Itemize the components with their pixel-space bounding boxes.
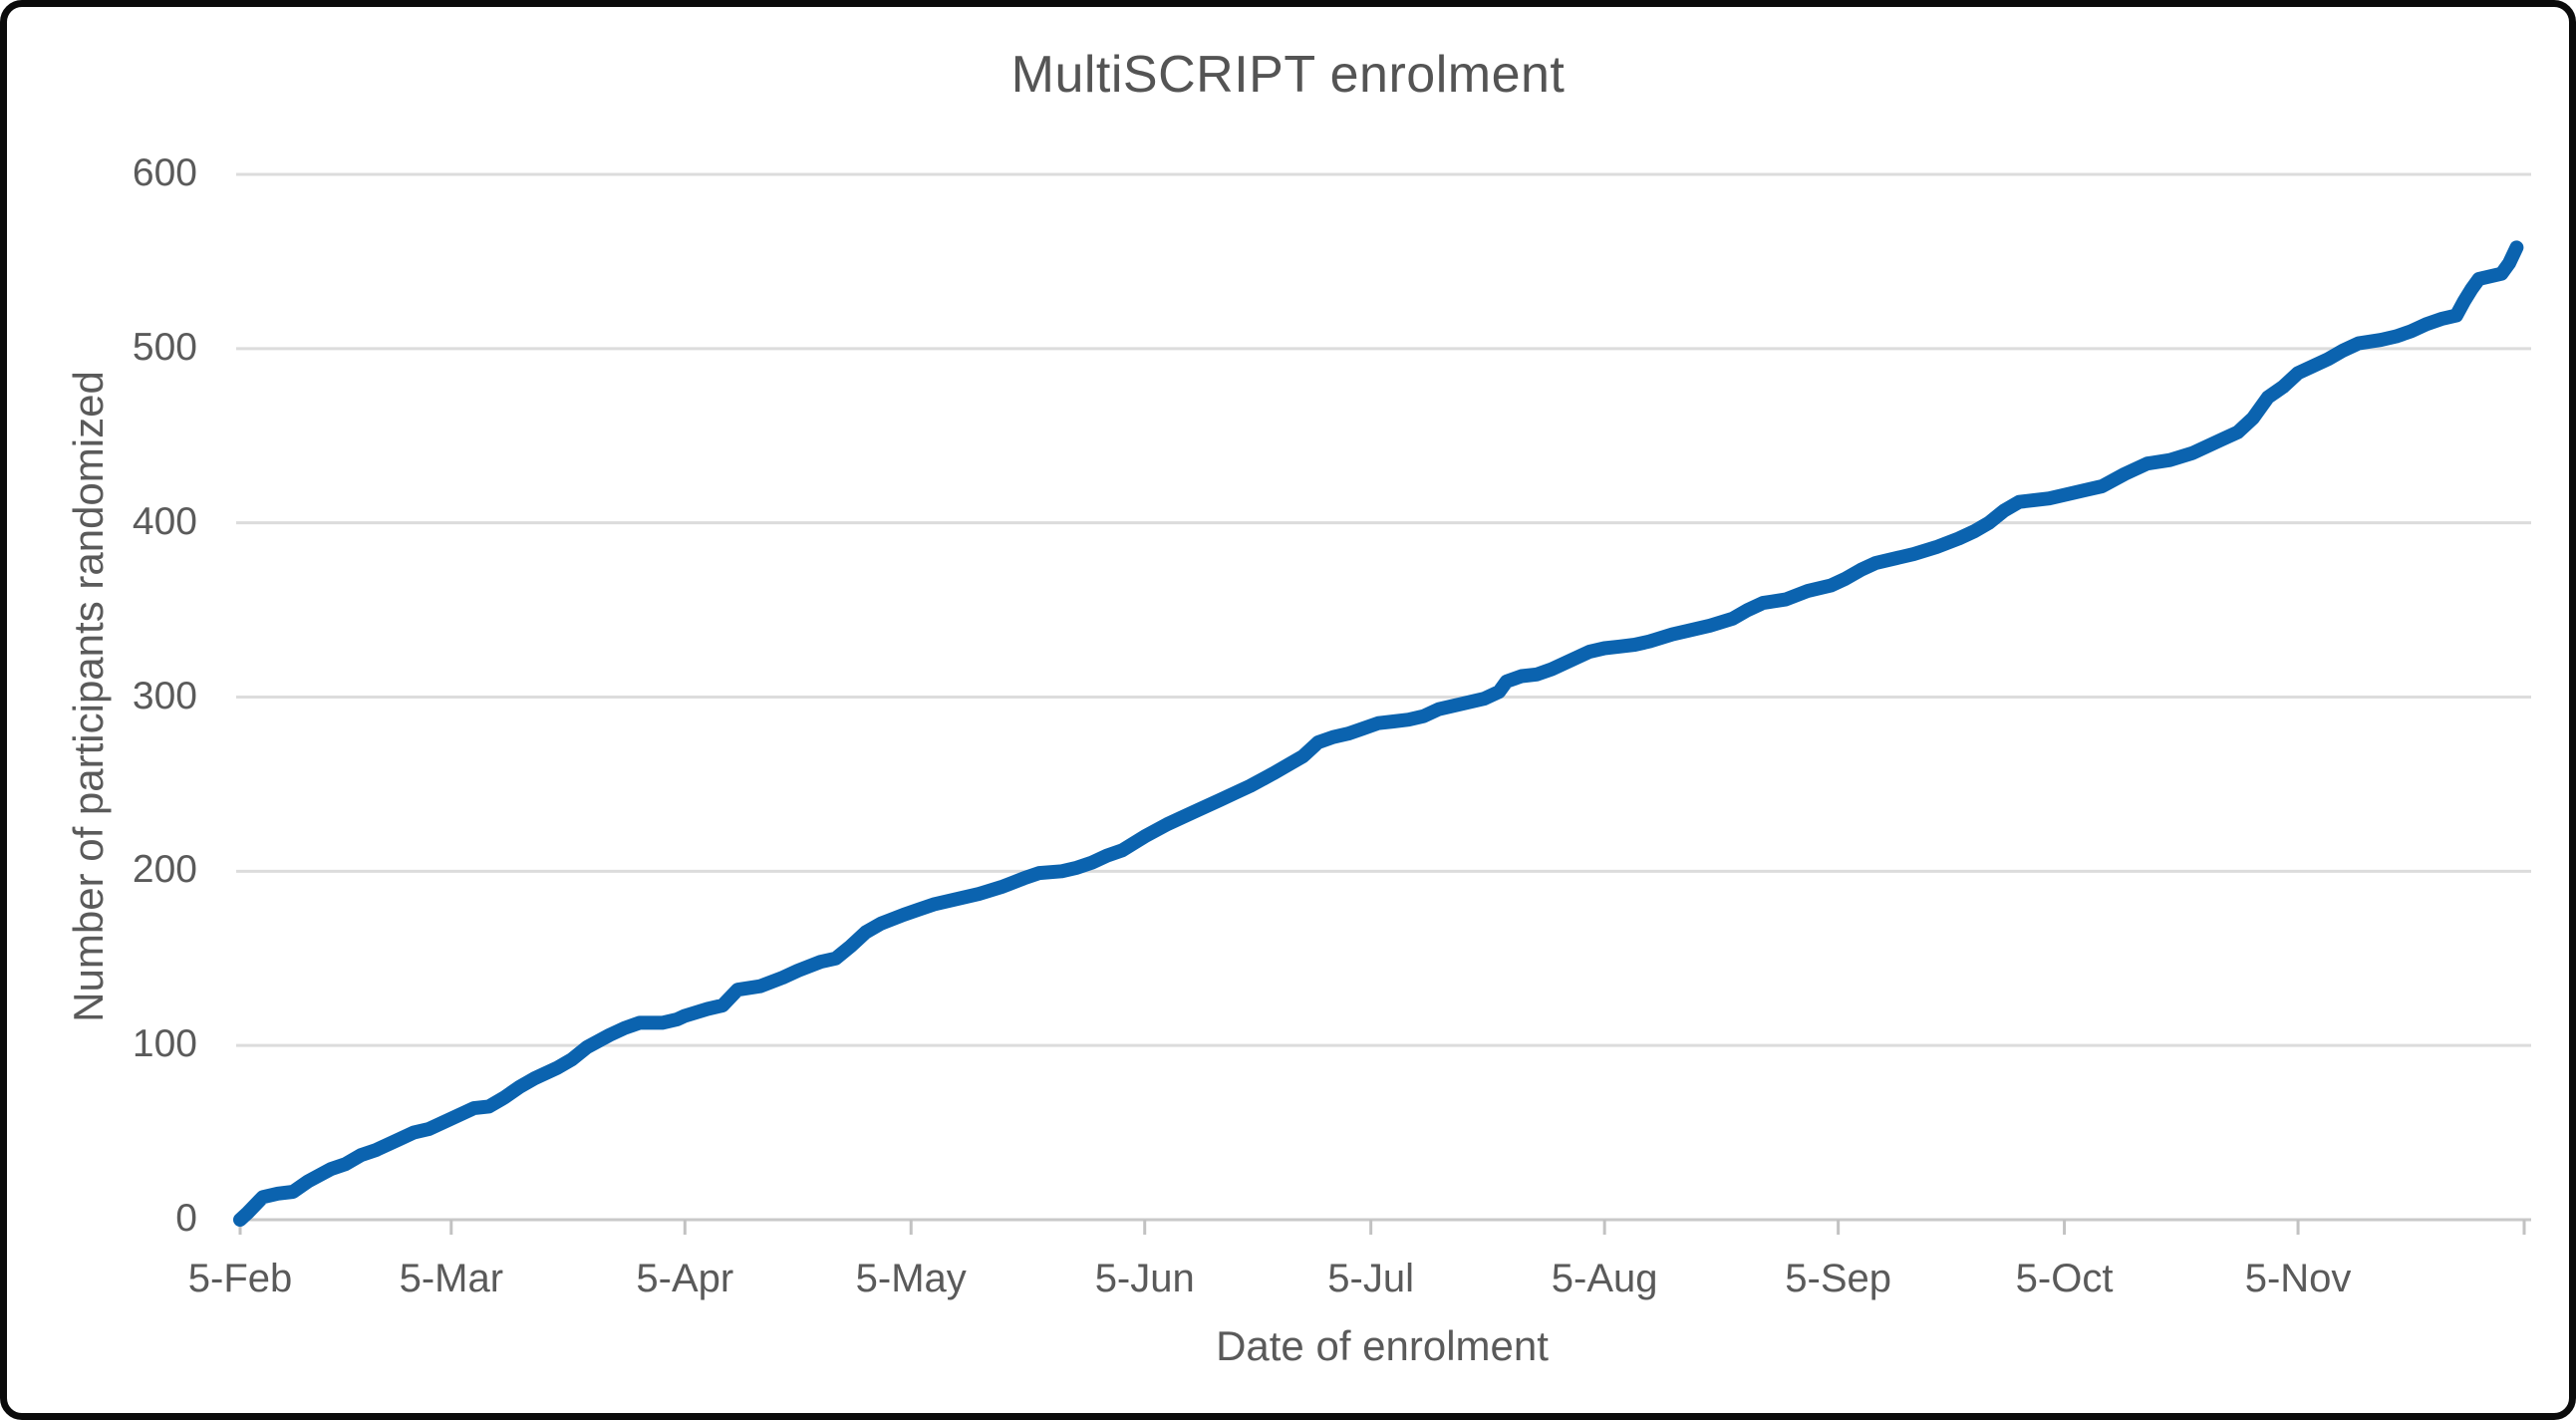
y-axis-title: Number of participants randomized: [65, 371, 112, 1022]
y-tick-label-300: 300: [132, 674, 197, 717]
x-tick-label-5-Oct: 5-Oct: [2015, 1257, 2114, 1300]
chart-title: MultiSCRIPT enrolment: [1010, 46, 1566, 104]
y-tick-label-500: 500: [132, 325, 197, 369]
x-tick-label-5-Mar: 5-Mar: [399, 1257, 504, 1300]
x-tick-label-5-Sep: 5-Sep: [1785, 1257, 1892, 1300]
enrolment-series-line: [233, 240, 2524, 1227]
y-tick-label-0: 0: [175, 1197, 197, 1241]
x-tick-label-5-Jul: 5-Jul: [1327, 1257, 1414, 1300]
y-tick-label-100: 100: [132, 1022, 197, 1066]
x-axis-title: Date of enrolment: [1216, 1322, 1549, 1369]
x-tick-label-5-Apr: 5-Apr: [636, 1257, 734, 1300]
y-tick-label-400: 400: [132, 499, 197, 543]
x-tick-label-5-Feb: 5-Feb: [187, 1257, 293, 1300]
y-tick-label-600: 600: [132, 151, 197, 195]
y-tick-label-200: 200: [132, 848, 197, 892]
enrolment-line-chart: [233, 172, 2531, 1235]
x-tick-label-5-Nov: 5-Nov: [2244, 1257, 2352, 1300]
x-tick-label-5-Jun: 5-Jun: [1094, 1257, 1195, 1300]
x-tick-label-5-Aug: 5-Aug: [1551, 1257, 1658, 1300]
x-tick-label-5-May: 5-May: [855, 1257, 967, 1300]
